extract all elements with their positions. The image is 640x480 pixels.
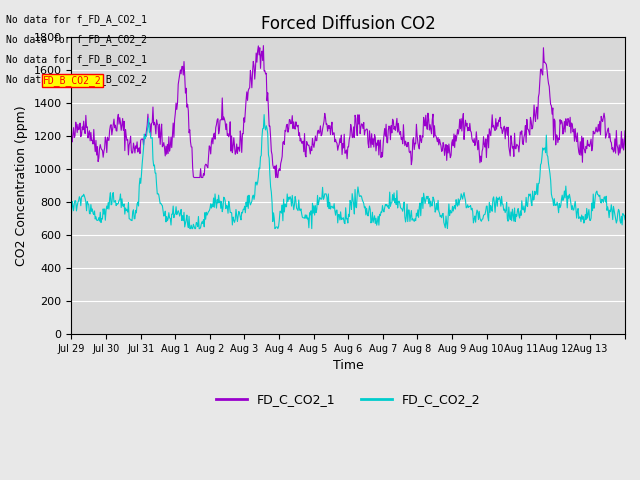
FD_C_CO2_1 <box>190 175 198 180</box>
FD_C_CO2_1 <box>263 98 271 104</box>
FD_C_CO2_1 <box>621 128 629 134</box>
FD_C_CO2_1 <box>68 136 76 142</box>
FD_C_CO2_2 <box>438 215 445 221</box>
FD_C_CO2_2 <box>260 112 268 118</box>
FD_C_CO2_2 <box>186 226 194 231</box>
Line: FD_C_CO2_2: FD_C_CO2_2 <box>72 115 625 228</box>
FD_C_CO2_1 <box>284 129 292 135</box>
Text: No data for f_FD_A_CO2_2: No data for f_FD_A_CO2_2 <box>6 34 147 45</box>
FD_C_CO2_2 <box>284 199 292 204</box>
FD_C_CO2_2 <box>68 212 76 218</box>
FD_C_CO2_1 <box>132 145 140 151</box>
Title: Forced Diffusion CO2: Forced Diffusion CO2 <box>261 15 436 33</box>
Line: FD_C_CO2_1: FD_C_CO2_1 <box>72 46 625 178</box>
Text: No data for f_FD_B_CO2_1: No data for f_FD_B_CO2_1 <box>6 54 147 65</box>
Legend: FD_C_CO2_1, FD_C_CO2_2: FD_C_CO2_1, FD_C_CO2_2 <box>211 388 486 411</box>
FD_C_CO2_2 <box>132 210 140 216</box>
Text: No data for f_FD_A_CO2_1: No data for f_FD_A_CO2_1 <box>6 13 147 24</box>
FD_C_CO2_2 <box>621 217 629 223</box>
Text: No data for f_FD_B_CO2_2: No data for f_FD_B_CO2_2 <box>6 74 147 85</box>
FD_C_CO2_1 <box>260 43 268 48</box>
FD_C_CO2_2 <box>235 209 243 215</box>
Y-axis label: CO2 Concentration (ppm): CO2 Concentration (ppm) <box>15 106 28 266</box>
X-axis label: Time: Time <box>333 360 364 372</box>
FD_C_CO2_1 <box>438 148 445 154</box>
FD_C_CO2_1 <box>407 148 415 154</box>
FD_C_CO2_1 <box>235 145 243 151</box>
Text: FD_B_CO2_2: FD_B_CO2_2 <box>43 75 102 86</box>
FD_C_CO2_2 <box>263 125 271 131</box>
FD_C_CO2_2 <box>407 213 415 219</box>
